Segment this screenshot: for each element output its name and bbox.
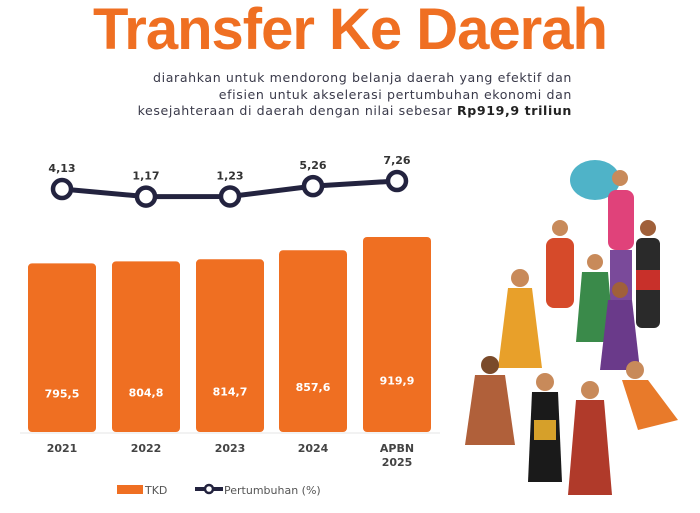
category-label: APBN bbox=[380, 442, 414, 455]
growth-value-label: 7,26 bbox=[383, 154, 410, 167]
bar-0 bbox=[28, 263, 96, 432]
growth-point-1 bbox=[134, 185, 158, 208]
subtitle-text: kesejahteraan di daerah dengan nilai seb… bbox=[137, 103, 457, 118]
growth-point-2 bbox=[218, 185, 242, 208]
bar-value-label: 804,8 bbox=[129, 387, 164, 400]
bar-value-label: 814,7 bbox=[213, 386, 248, 399]
dancer-figure bbox=[465, 160, 678, 495]
growth-point-3 bbox=[301, 174, 325, 198]
subtitle-highlight: Rp919,9 triliun bbox=[456, 103, 572, 118]
growth-value-label: 1,17 bbox=[132, 170, 159, 183]
growth-value-label: 5,26 bbox=[299, 159, 326, 172]
bar-value-label: 857,6 bbox=[296, 381, 331, 394]
subtitle-line: efisien untuk akselerasi pertumbuhan eko… bbox=[218, 86, 572, 102]
bar-value-label: 919,9 bbox=[380, 374, 415, 387]
legend-growth-label: Pertumbuhan (%) bbox=[224, 484, 321, 497]
growth-point-0 bbox=[50, 177, 74, 201]
category-label: 2024 bbox=[298, 442, 329, 455]
category-label: 2022 bbox=[131, 442, 162, 455]
category-label: 2025 bbox=[382, 456, 413, 469]
legend-tkd-swatch bbox=[117, 485, 143, 494]
growth-point-4 bbox=[385, 169, 409, 193]
bar-4 bbox=[363, 236, 431, 432]
category-label: 2021 bbox=[47, 442, 78, 455]
subtitle: diarahkan untuk mendorong belanja daerah… bbox=[52, 70, 572, 120]
growth-value-label: 4,13 bbox=[48, 162, 75, 175]
subtitle-line: kesejahteraan di daerah dengan nilai seb… bbox=[52, 103, 572, 120]
page-title: Transfer Ke Daerah bbox=[93, 0, 608, 62]
chart: 795,5 2021 804,8 2022 814,7 2023 857,6 2024 919,… bbox=[20, 154, 440, 497]
dancers-illustration bbox=[465, 160, 678, 495]
legend-tkd-label: TKD bbox=[144, 484, 167, 497]
subtitle-line: diarahkan untuk mendorong belanja daerah… bbox=[153, 70, 572, 85]
bar-value-label: 795,5 bbox=[45, 388, 80, 401]
bar-3 bbox=[279, 250, 347, 432]
legend-growth-marker bbox=[203, 483, 215, 495]
bar-2 bbox=[196, 259, 264, 432]
category-label: 2023 bbox=[215, 442, 246, 455]
growth-value-label: 1,23 bbox=[216, 169, 243, 182]
bar-1 bbox=[112, 261, 180, 432]
